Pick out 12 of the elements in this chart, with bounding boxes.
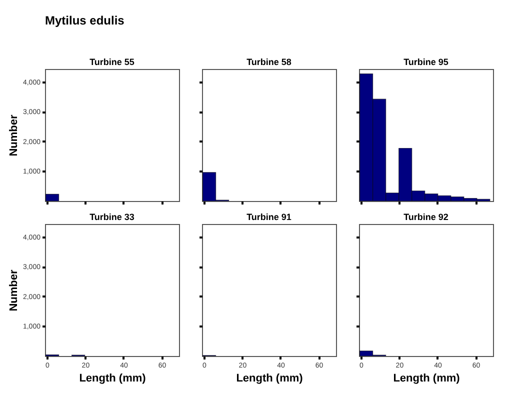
x-axis-title: Length (mm) (236, 372, 304, 384)
y-axis-title: Number (8, 114, 20, 156)
chart-subtitle: Turbine 58 (246, 57, 292, 67)
chart-subtitle: Turbine 33 (90, 212, 134, 222)
chart-subtitle: Turbine 92 (404, 212, 448, 222)
y-axis-title: Number (8, 269, 20, 312)
x-axis-title: Length (mm) (79, 372, 146, 384)
chart-title: Mytilus edulis (45, 14, 125, 28)
chart-subtitle: Turbine 95 (404, 57, 448, 67)
chart-subtitle: Turbine 55 (90, 57, 134, 67)
x-axis-title: Length (mm) (393, 372, 460, 384)
chart-subtitle: Turbine 91 (246, 212, 292, 222)
